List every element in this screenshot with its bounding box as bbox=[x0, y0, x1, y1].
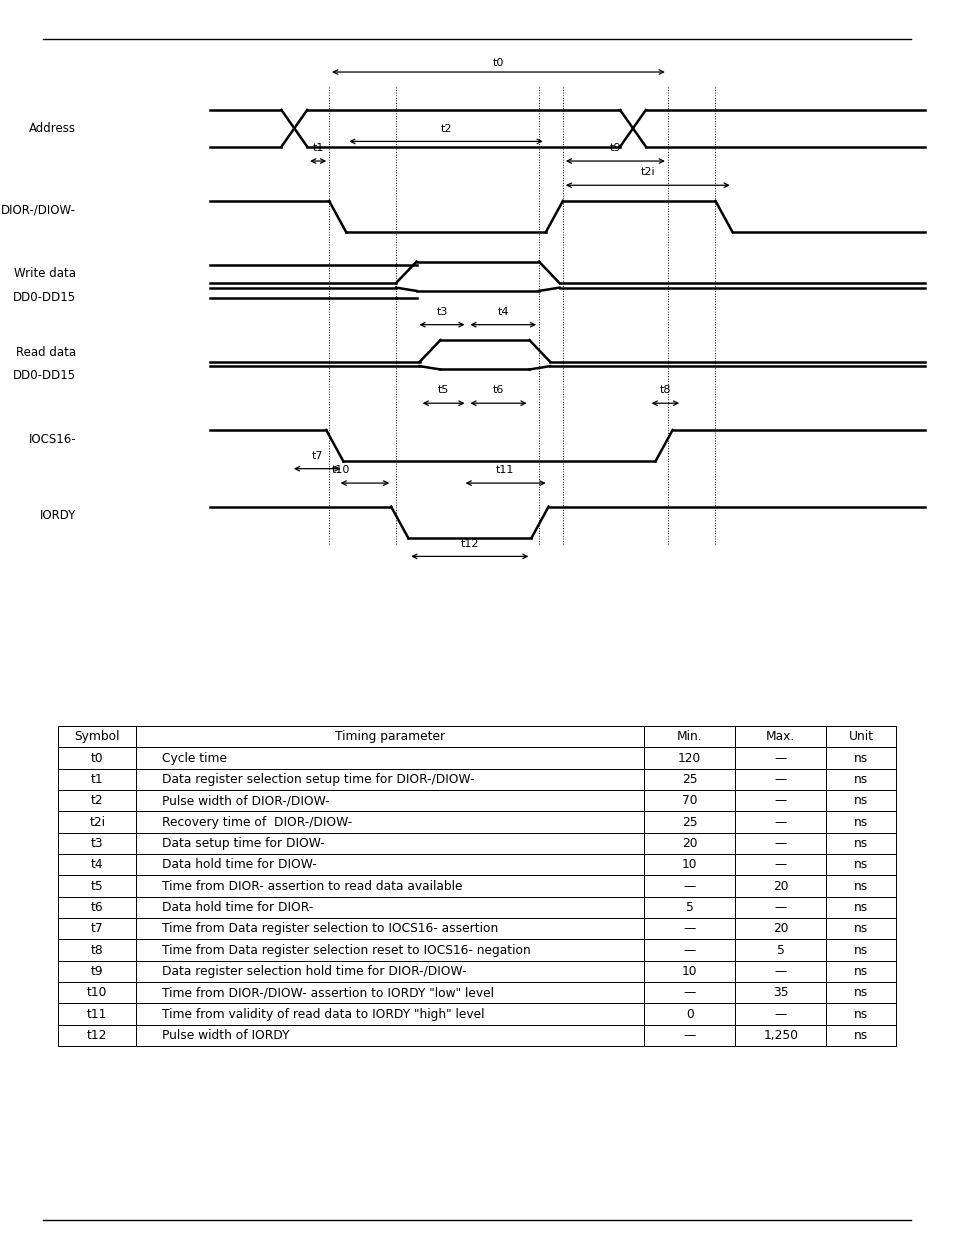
Text: IORDY: IORDY bbox=[40, 509, 76, 522]
Text: Write data: Write data bbox=[14, 267, 76, 280]
Text: t2: t2 bbox=[439, 124, 452, 133]
Text: Read data: Read data bbox=[16, 346, 76, 358]
Text: IOCS16-: IOCS16- bbox=[29, 432, 76, 446]
Text: t8: t8 bbox=[659, 385, 671, 395]
Text: t6: t6 bbox=[493, 385, 503, 395]
Text: t0: t0 bbox=[493, 58, 503, 68]
Text: t4: t4 bbox=[497, 306, 509, 317]
Text: Address: Address bbox=[30, 122, 76, 135]
Text: t1: t1 bbox=[313, 143, 323, 153]
Text: t11: t11 bbox=[496, 466, 514, 475]
Text: t9: t9 bbox=[609, 143, 620, 153]
Text: t10: t10 bbox=[332, 466, 350, 475]
Text: DD0-DD15: DD0-DD15 bbox=[13, 290, 76, 304]
Text: t7: t7 bbox=[311, 451, 323, 461]
Text: t5: t5 bbox=[437, 385, 449, 395]
Text: t12: t12 bbox=[460, 538, 478, 548]
Text: t3: t3 bbox=[436, 306, 447, 317]
Text: t2i: t2i bbox=[639, 168, 655, 178]
Text: DIOR-/DIOW-: DIOR-/DIOW- bbox=[1, 204, 76, 216]
Text: DD0-DD15: DD0-DD15 bbox=[13, 369, 76, 383]
